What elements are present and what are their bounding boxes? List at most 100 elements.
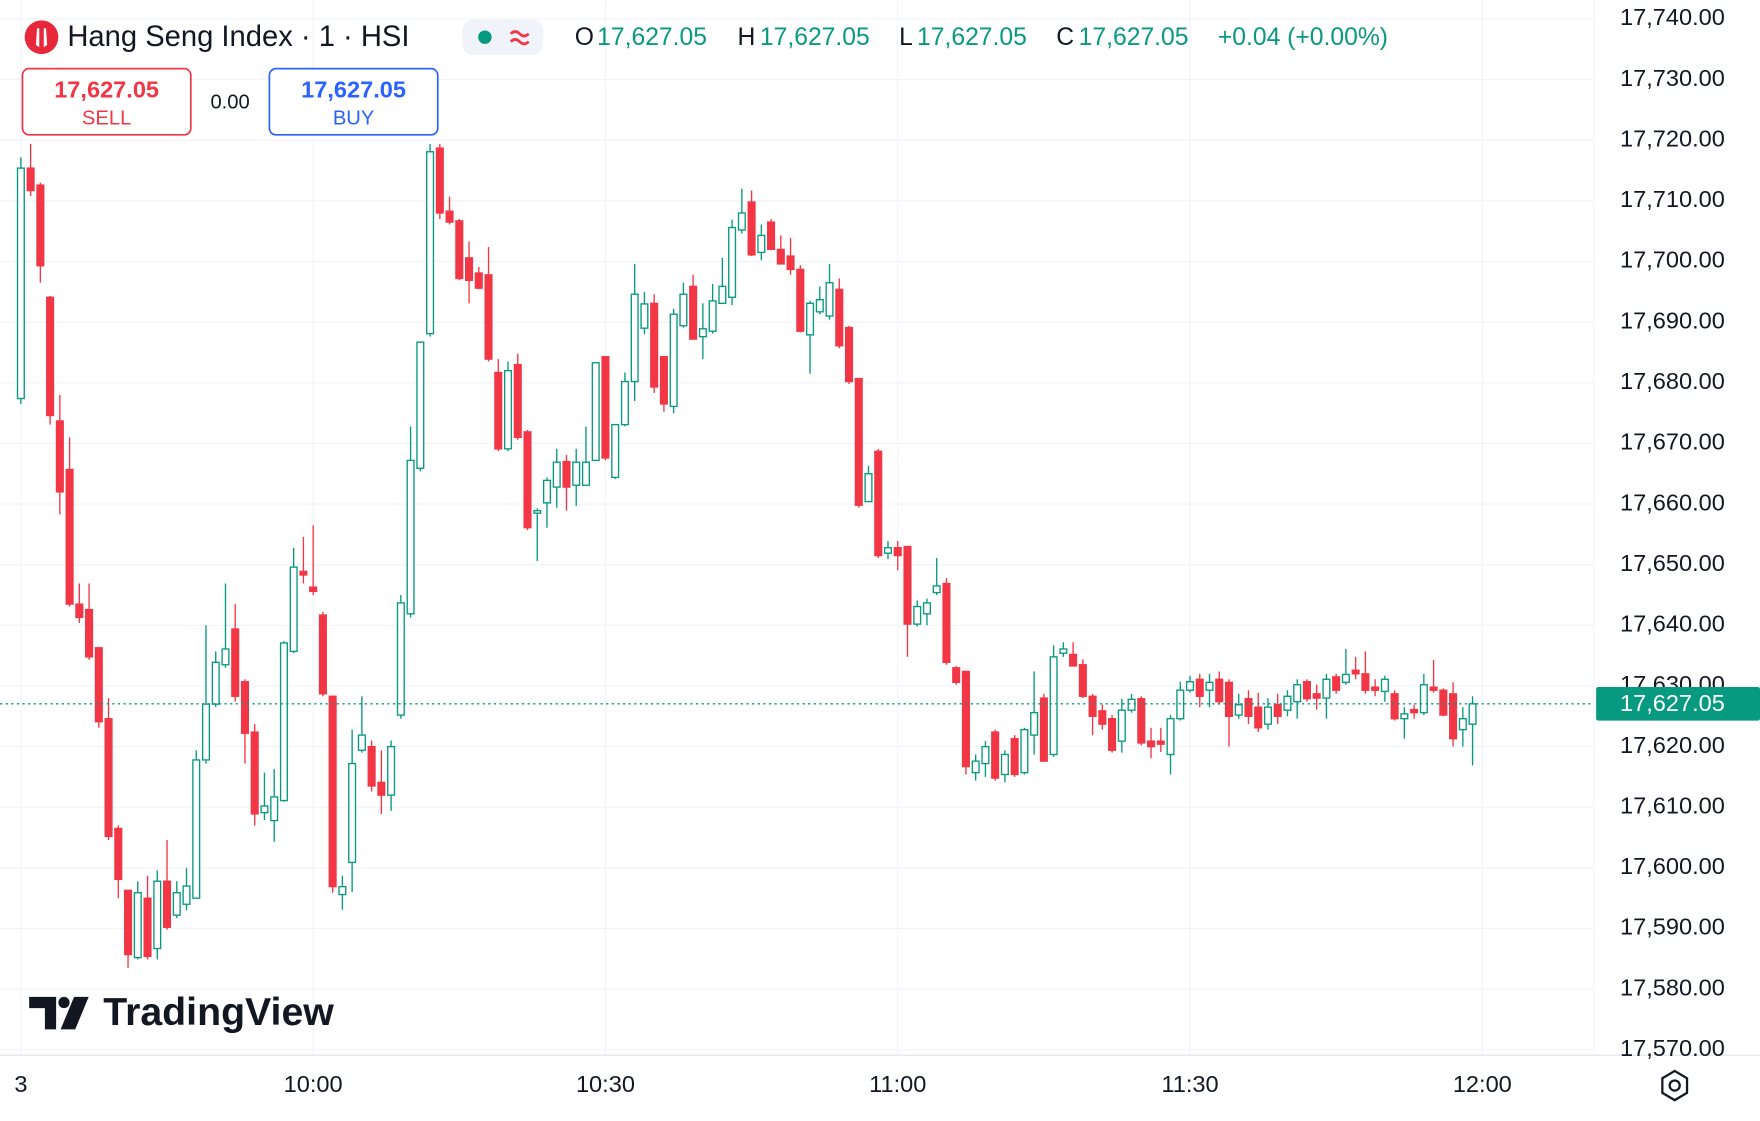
candle-body <box>143 897 152 958</box>
candle-body <box>1429 686 1438 691</box>
candle-body <box>1332 676 1341 691</box>
candle-body <box>114 827 123 881</box>
candle-body <box>971 760 980 774</box>
ohlc-key: H <box>737 24 755 51</box>
candle-body <box>1263 706 1273 725</box>
candle-body <box>1254 706 1263 729</box>
candle-body <box>835 288 844 347</box>
sell-label: SELL <box>82 107 131 129</box>
candle-body <box>1195 678 1204 697</box>
candle-body <box>1293 684 1302 703</box>
candle-body <box>767 221 776 251</box>
candle-body <box>533 510 542 514</box>
x-tick-label: 11:00 <box>869 1071 926 1097</box>
candle-body <box>1000 753 1009 776</box>
y-tick-label: 17,720.00 <box>1620 125 1725 151</box>
candle-body <box>1283 695 1292 711</box>
candle-body <box>94 647 103 723</box>
candle-body <box>903 545 912 625</box>
candle-body <box>1468 703 1477 725</box>
candle-body <box>250 731 259 815</box>
candle-body <box>435 147 444 214</box>
candle-body <box>864 473 873 503</box>
y-tick-label: 17,650.00 <box>1620 550 1725 576</box>
buy-box[interactable] <box>268 67 439 136</box>
candle-body <box>1166 718 1175 756</box>
y-tick-label: 17,660.00 <box>1620 489 1725 515</box>
candle-body <box>1059 648 1068 654</box>
candle-body <box>601 356 610 459</box>
candle-body <box>1078 664 1087 697</box>
candle-body <box>981 745 990 765</box>
candle-body <box>484 274 493 360</box>
candle-body <box>270 796 279 822</box>
candle-body <box>1098 710 1107 725</box>
candle-body <box>1351 669 1360 675</box>
tradingview-logo[interactable]: TradingView <box>29 990 334 1034</box>
candle-body <box>1088 695 1097 717</box>
candle-body <box>26 167 35 192</box>
candle-body <box>1030 711 1039 736</box>
candle-body <box>1234 704 1243 716</box>
candle-body <box>465 257 474 281</box>
candle-body <box>718 285 727 305</box>
symbol-icon <box>24 20 59 55</box>
candle-body <box>299 570 308 576</box>
candle-body <box>55 420 64 493</box>
candle-body <box>377 781 386 796</box>
candle-body <box>708 300 717 332</box>
candle-body <box>16 167 25 400</box>
settings-icon[interactable] <box>1661 1069 1689 1102</box>
candle-body <box>786 255 795 271</box>
x-tick-label: 10:30 <box>576 1071 635 1097</box>
ohlc-value: 17,627.05 <box>597 24 707 51</box>
logo-mark <box>60 996 89 1030</box>
candle-body <box>1312 693 1321 699</box>
candle-body <box>260 805 269 814</box>
candle-body <box>883 547 893 554</box>
sell-box[interactable] <box>21 67 192 136</box>
status-pill[interactable] <box>462 19 544 56</box>
y-tick-label: 17,590.00 <box>1620 914 1725 940</box>
candle-body <box>650 302 659 388</box>
candle-body <box>75 603 84 619</box>
candle-body <box>153 880 162 950</box>
symbol-title[interactable]: Hang Seng Index · 1 · HSI <box>67 21 409 53</box>
candle-body <box>581 461 591 486</box>
candle-body <box>552 461 561 488</box>
candle-body <box>825 282 834 317</box>
candle-body <box>1458 718 1467 731</box>
buy-button[interactable]: 17,627.05 BUY <box>268 67 439 136</box>
candle-body <box>445 210 454 223</box>
y-tick-label: 17,730.00 <box>1620 65 1725 91</box>
candle-body <box>406 459 415 615</box>
last-price-box <box>1596 687 1760 721</box>
candle-body <box>474 272 483 289</box>
y-tick-label: 17,700.00 <box>1620 247 1725 273</box>
candle-body <box>757 234 766 254</box>
candle-body <box>562 460 571 488</box>
candle-body <box>416 341 425 469</box>
candle-body <box>221 648 230 666</box>
delayed-icon <box>509 30 530 46</box>
candle-body <box>922 602 932 615</box>
candle-body <box>455 220 464 280</box>
candle-body <box>874 450 883 557</box>
candle-body <box>669 313 678 408</box>
candle-body <box>396 602 405 716</box>
candle-body <box>104 718 113 838</box>
candle-body <box>65 468 74 605</box>
candle-body <box>494 371 503 450</box>
candle-body <box>192 759 201 899</box>
candle-body <box>1244 698 1253 717</box>
x-tick-label: 11:30 <box>1161 1071 1218 1097</box>
change: +0.04 (+0.00%) <box>1218 24 1388 51</box>
ohlc-value: 17,627.05 <box>1079 24 1189 51</box>
candle-body <box>201 703 211 761</box>
axes: 17,570.00 17,580.00 17,590.00 17,600.00 17,6… <box>0 4 1760 1097</box>
y-tick-label: 17,610.00 <box>1620 792 1725 818</box>
logo-mark <box>29 996 57 1030</box>
sell-button[interactable]: 17,627.05 SELL <box>21 67 192 136</box>
candle-body <box>172 892 181 916</box>
candle-body <box>367 745 376 787</box>
